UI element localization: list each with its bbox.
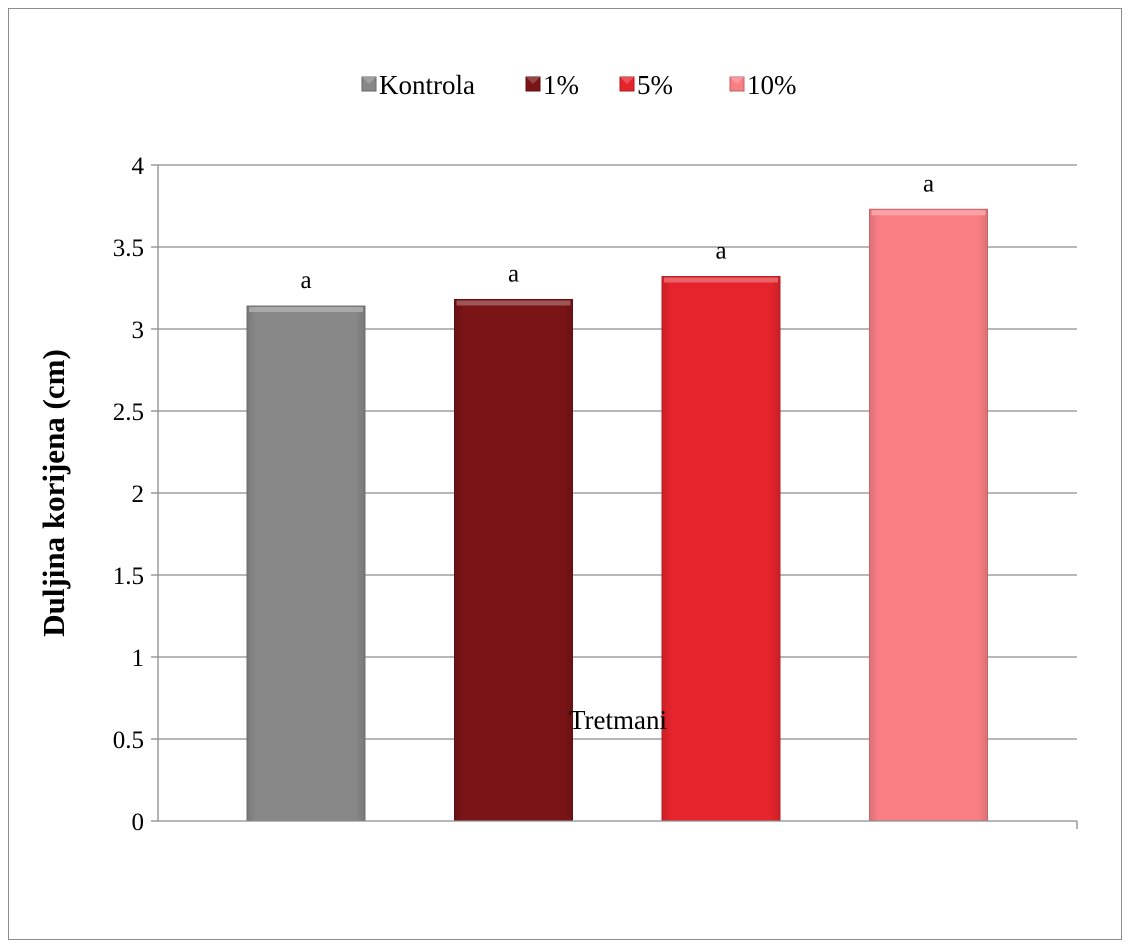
- axes: [157, 165, 1078, 829]
- legend-swatch-bevel: [362, 77, 376, 84]
- bar-bevel: [456, 300, 571, 306]
- legend-item: Kontrola: [361, 70, 475, 100]
- legend-item: 1%: [525, 70, 579, 100]
- y-tick-label: 0: [132, 809, 145, 836]
- y-tick-label: 4: [132, 153, 145, 180]
- legend-item: 5%: [619, 70, 673, 100]
- bar-bevel: [871, 210, 986, 216]
- y-tick-labels: 0 0.5 1 1.5 2 2.5 3 3.5 4: [113, 153, 145, 836]
- y-tick-label: 1.5: [113, 563, 144, 590]
- legend-swatch-bevel: [730, 77, 744, 84]
- data-label: a: [508, 260, 519, 287]
- legend: Kontrola 1% 5% 10%: [361, 70, 797, 100]
- y-tick-label: 0.5: [113, 727, 144, 754]
- y-tick-label: 2.5: [113, 399, 144, 426]
- x-axis-title: Tretmani: [569, 705, 667, 735]
- y-axis-title: Duljina korijena (cm): [36, 349, 71, 637]
- legend-label: 1%: [543, 70, 579, 100]
- bar-bevel: [664, 277, 778, 283]
- bar-bevel: [249, 307, 363, 313]
- y-tick-label: 3: [132, 317, 145, 344]
- bar-10pct: [869, 208, 988, 822]
- y-tick-label: 3.5: [113, 235, 144, 262]
- legend-label: Kontrola: [379, 70, 475, 100]
- data-label: a: [715, 238, 726, 265]
- bar-5pct: [661, 276, 781, 822]
- data-label: a: [923, 170, 934, 197]
- bar-1pct: [454, 298, 573, 822]
- legend-swatch-bevel: [526, 77, 540, 84]
- legend-item: 10%: [729, 70, 797, 100]
- bars: [246, 208, 988, 822]
- y-tick-label: 2: [132, 481, 145, 508]
- legend-label: 10%: [747, 70, 797, 100]
- y-tick-label: 1: [132, 645, 145, 672]
- data-labels: a a a a: [300, 170, 934, 294]
- legend-label: 5%: [637, 70, 673, 100]
- data-label: a: [300, 267, 311, 294]
- legend-swatch-bevel: [620, 77, 634, 84]
- bar-kontrola: [246, 305, 366, 822]
